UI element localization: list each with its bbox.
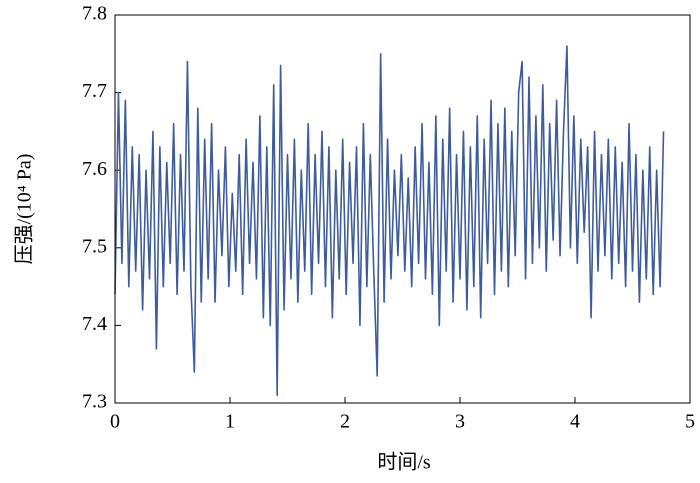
y-tick-label: 7.7 bbox=[82, 80, 107, 102]
x-axis-label: 时间/s bbox=[377, 451, 431, 474]
x-tick-label: 3 bbox=[455, 411, 465, 433]
y-tick-label: 7.4 bbox=[82, 313, 107, 335]
x-tick-label: 2 bbox=[340, 411, 350, 433]
plot-frame bbox=[114, 14, 691, 404]
data-line bbox=[114, 45, 665, 397]
x-tick-label: 1 bbox=[225, 411, 235, 433]
x-tick-label: 4 bbox=[570, 411, 580, 433]
y-tick-label: 7.3 bbox=[82, 391, 107, 413]
y-axis-label: 压强/(10⁴ Pa) bbox=[14, 154, 36, 265]
y-tick-label: 7.8 bbox=[82, 3, 107, 25]
x-tick-label: 0 bbox=[110, 411, 120, 433]
y-tick-label: 7.5 bbox=[82, 235, 107, 257]
y-tick-label: 7.6 bbox=[82, 158, 107, 180]
x-tick-label: 5 bbox=[685, 411, 695, 433]
